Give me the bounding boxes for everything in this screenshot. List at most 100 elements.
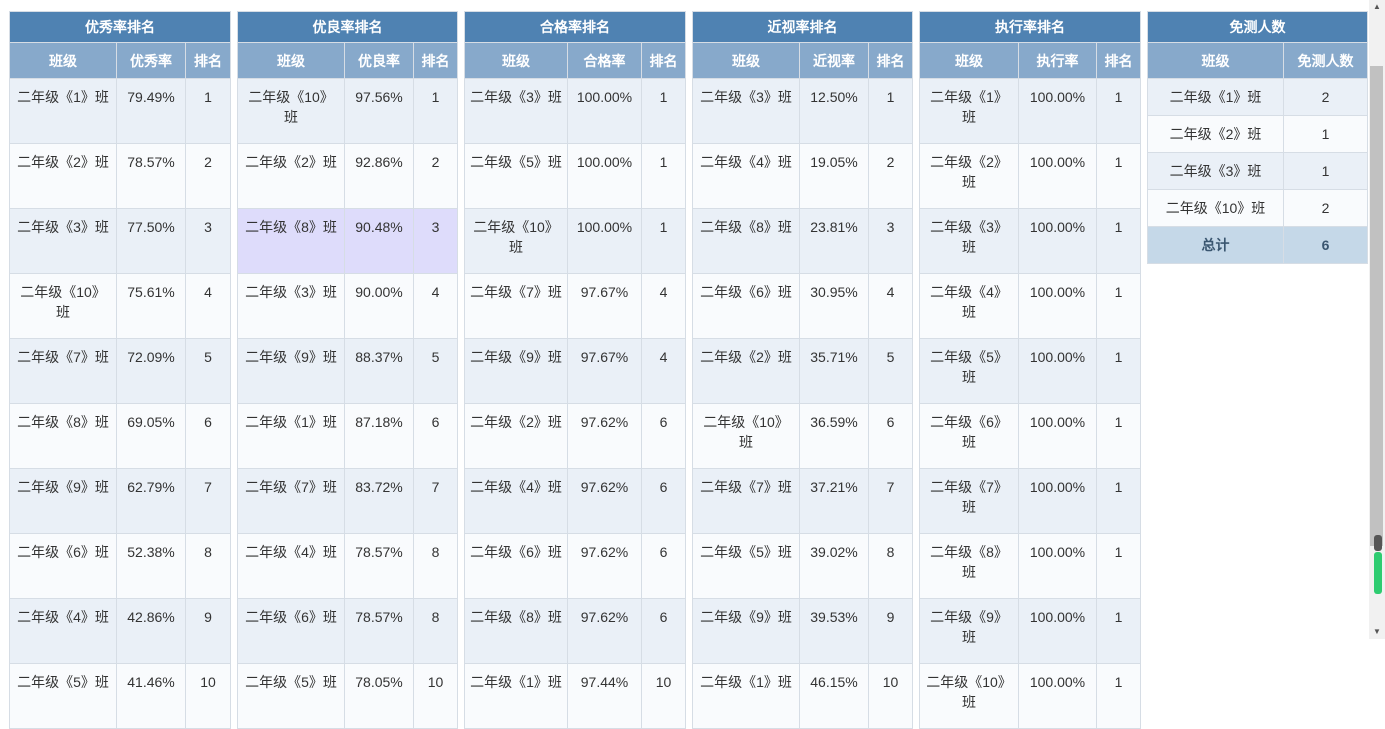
cell-class-name: 二年级《1》班	[9, 78, 117, 144]
cell-rank: 6	[867, 403, 914, 469]
vertical-scrollbar[interactable]: ▲ ▼	[1369, 0, 1385, 639]
cell-class-name: 二年级《1》班	[237, 403, 345, 469]
table-row: 二年级《5》班 78.05% 10	[237, 663, 459, 729]
table-row: 二年级《10》班 100.00% 1	[919, 663, 1142, 729]
scroll-indicator-bar[interactable]	[1374, 552, 1382, 594]
cell-class-name: 二年级《5》班	[919, 338, 1019, 404]
table-row: 二年级《3》班 90.00% 4	[237, 273, 459, 339]
column-header-rank: 排名	[640, 42, 687, 79]
table-row: 二年级《7》班 37.21% 7	[692, 468, 914, 534]
cell-rank: 4	[867, 273, 914, 339]
column-header-rank: 排名	[1095, 42, 1142, 79]
cell-rank: 1	[640, 78, 687, 144]
cell-rank: 8	[412, 598, 459, 664]
cell-class-name: 二年级《8》班	[464, 598, 568, 664]
cell-class-name: 二年级《4》班	[237, 533, 345, 599]
cell-rate: 23.81%	[799, 208, 869, 274]
cell-rate: 100.00%	[1018, 468, 1097, 534]
cell-rank: 7	[412, 468, 459, 534]
cell-class-name: 二年级《2》班	[9, 143, 117, 209]
column-header-rate: 优秀率	[116, 42, 186, 79]
cell-rank: 1	[1095, 468, 1142, 534]
table-row: 二年级《10》班 100.00% 1	[464, 208, 687, 274]
cell-rate: 12.50%	[799, 78, 869, 144]
scroll-up-arrow-icon[interactable]: ▲	[1373, 2, 1381, 11]
column-header-class: 班级	[1147, 42, 1284, 79]
cell-rate: 97.62%	[567, 403, 642, 469]
table-row: 二年级《9》班 62.79% 7	[9, 468, 232, 534]
cell-rate: 19.05%	[799, 143, 869, 209]
cell-rate: 69.05%	[116, 403, 186, 469]
cell-rate: 90.00%	[344, 273, 414, 339]
cell-exempt-count: 1	[1283, 152, 1368, 190]
ranking-table: 合格率排名 班级 合格率 排名 二年级《3》班 100.00% 1 二年级《5》班 10…	[463, 11, 687, 729]
cell-class-name: 二年级《10》班	[919, 663, 1019, 729]
total-row: 总计 6	[1147, 226, 1368, 264]
ranking-table: 优良率排名 班级 优良率 排名 二年级《10》班 97.56% 1 二年级《2》班 92…	[236, 11, 459, 729]
scroll-down-arrow-icon[interactable]: ▼	[1373, 627, 1381, 636]
cell-rate: 97.67%	[567, 338, 642, 404]
cell-rank: 4	[412, 273, 459, 339]
cell-class-name: 二年级《5》班	[9, 663, 117, 729]
cell-class-name: 二年级《2》班	[692, 338, 800, 404]
table-row: 二年级《7》班 83.72% 7	[237, 468, 459, 534]
table-row: 二年级《8》班 69.05% 6	[9, 403, 232, 469]
panel-title: 近视率排名	[691, 11, 914, 43]
cell-rank: 4	[640, 273, 687, 339]
cell-rank: 1	[1095, 143, 1142, 209]
cell-rank: 3	[867, 208, 914, 274]
cell-class-name: 二年级《4》班	[919, 273, 1019, 339]
table-row: 二年级《8》班 97.62% 6	[464, 598, 687, 664]
cell-rate: 87.18%	[344, 403, 414, 469]
table-row: 二年级《6》班 78.57% 8	[237, 598, 459, 664]
column-header-class: 班级	[464, 42, 568, 79]
cell-rank: 6	[640, 468, 687, 534]
scrollbar-thumb[interactable]	[1370, 66, 1383, 546]
column-header-rate: 近视率	[799, 42, 869, 79]
cell-rate: 97.56%	[344, 78, 414, 144]
cell-class-name: 二年级《8》班	[692, 208, 800, 274]
cell-rank: 6	[184, 403, 232, 469]
panel-title: 执行率排名	[918, 11, 1142, 43]
table-row: 二年级《7》班 72.09% 5	[9, 338, 232, 404]
cell-exempt-count: 2	[1283, 78, 1368, 116]
exempt-table: 免测人数 班级 免测人数 二年级《1》班 2 二年级《2》班 1 二年级《3》班 1 二年级…	[1147, 11, 1368, 264]
cell-class-name: 二年级《3》班	[692, 78, 800, 144]
cell-class-name: 二年级《10》班	[237, 78, 345, 144]
table-row: 二年级《2》班 1	[1147, 115, 1368, 153]
cell-rank: 8	[867, 533, 914, 599]
table-row: 二年级《8》班 100.00% 1	[919, 533, 1142, 599]
column-header-class: 班级	[692, 42, 800, 79]
table-row: 二年级《1》班 100.00% 1	[919, 78, 1142, 144]
column-header-rank: 排名	[867, 42, 914, 79]
table-row: 二年级《3》班 100.00% 1	[464, 78, 687, 144]
cell-class-name: 二年级《5》班	[464, 143, 568, 209]
cell-rank: 4	[640, 338, 687, 404]
panel-exempt-count: 免测人数 班级 免测人数 二年级《1》班 2 二年级《2》班 1 二年级《3》班 1 二年级…	[1147, 11, 1368, 264]
cell-rate: 39.02%	[799, 533, 869, 599]
table-row: 二年级《1》班 2	[1147, 78, 1368, 116]
table-row: 二年级《10》班 2	[1147, 189, 1368, 227]
cell-class-name: 二年级《2》班	[1147, 115, 1284, 153]
cell-rate: 37.21%	[799, 468, 869, 534]
cell-rate: 41.46%	[116, 663, 186, 729]
cell-class-name: 二年级《4》班	[692, 143, 800, 209]
table-row: 二年级《4》班 78.57% 8	[237, 533, 459, 599]
cell-class-name: 二年级《5》班	[237, 663, 345, 729]
cell-class-name: 二年级《10》班	[1147, 189, 1284, 227]
cell-rate: 100.00%	[1018, 403, 1097, 469]
panel-title: 优良率排名	[236, 11, 459, 43]
cell-rate: 100.00%	[1018, 273, 1097, 339]
cell-rate: 92.86%	[344, 143, 414, 209]
panel-title: 优秀率排名	[8, 11, 232, 43]
panel-excellent-rate: 优秀率排名 班级 优秀率 排名 二年级《1》班 79.49% 1 二年级《2》班 78.…	[8, 11, 232, 729]
cell-rate: 100.00%	[1018, 208, 1097, 274]
scroll-indicator-handle[interactable]	[1374, 535, 1382, 551]
cell-rank: 6	[640, 403, 687, 469]
cell-rank: 1	[1095, 78, 1142, 144]
table-row: 二年级《6》班 30.95% 4	[692, 273, 914, 339]
cell-rank: 1	[184, 78, 232, 144]
total-label: 总计	[1147, 226, 1284, 264]
table-row: 二年级《4》班 42.86% 9	[9, 598, 232, 664]
cell-rank: 8	[412, 533, 459, 599]
